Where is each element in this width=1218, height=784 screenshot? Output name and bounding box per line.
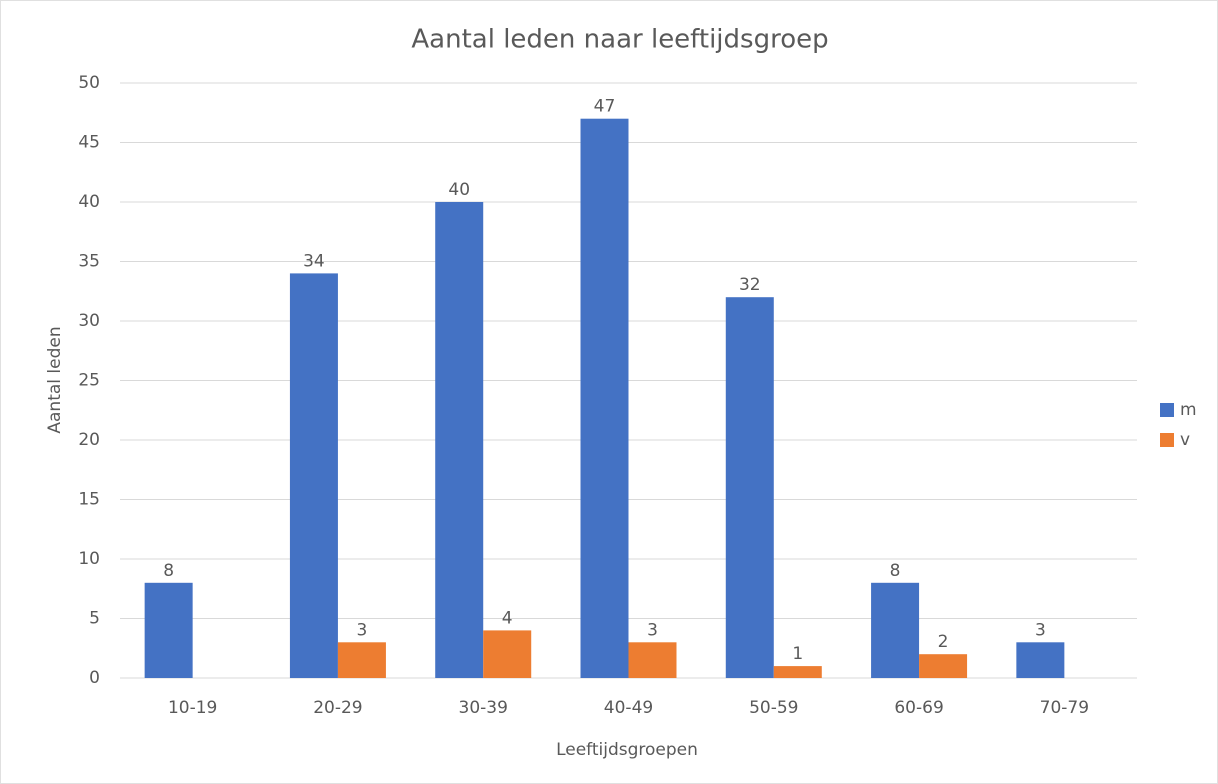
data-label: 1 xyxy=(792,644,803,664)
chart-title: Aantal leden naar leeftijdsgroep xyxy=(411,25,828,55)
data-label: 40 xyxy=(448,180,470,200)
y-tick-label: 50 xyxy=(78,73,100,93)
y-tick-label: 0 xyxy=(89,668,100,688)
legend-swatch xyxy=(1160,403,1174,417)
y-tick-label: 15 xyxy=(78,490,100,510)
y-tick-label: 40 xyxy=(78,192,100,212)
data-label: 8 xyxy=(163,561,174,581)
data-label: 34 xyxy=(303,251,325,271)
x-tick-label: 30-39 xyxy=(459,698,508,718)
y-tick-label: 35 xyxy=(78,252,100,272)
bar xyxy=(289,273,338,678)
bar xyxy=(919,654,968,678)
data-label: 32 xyxy=(739,275,761,295)
x-tick-label: 50-59 xyxy=(749,698,798,718)
data-label: 47 xyxy=(594,97,616,117)
y-tick-label: 45 xyxy=(78,133,100,153)
bar xyxy=(144,582,193,678)
x-tick-label: 40-49 xyxy=(604,698,653,718)
bar xyxy=(773,666,822,678)
y-tick-label: 30 xyxy=(78,311,100,331)
y-tick-label: 25 xyxy=(78,371,100,391)
bar xyxy=(725,297,774,678)
x-tick-label: 10-19 xyxy=(168,698,217,718)
data-label: 3 xyxy=(1035,620,1046,640)
data-label: 4 xyxy=(502,608,513,628)
data-label: 2 xyxy=(938,632,949,652)
bar xyxy=(871,582,920,678)
bar xyxy=(628,642,677,678)
data-label: 3 xyxy=(357,620,368,640)
legend-label: v xyxy=(1180,430,1190,450)
legend-swatch xyxy=(1160,433,1174,447)
y-tick-label: 20 xyxy=(78,430,100,450)
x-axis-title: Leeftijdsgroepen xyxy=(556,740,698,760)
y-tick-label: 10 xyxy=(78,549,100,569)
legend-label: m xyxy=(1180,400,1197,420)
y-tick-label: 5 xyxy=(89,609,100,629)
bar xyxy=(337,642,386,678)
bar xyxy=(1016,642,1065,678)
x-tick-label: 70-79 xyxy=(1040,698,1089,718)
x-tick-label: 60-69 xyxy=(894,698,943,718)
x-tick-label: 20-29 xyxy=(313,698,362,718)
y-axis-title: Aantal leden xyxy=(45,326,65,433)
bar xyxy=(435,202,484,678)
data-label: 3 xyxy=(647,620,658,640)
bar xyxy=(483,630,532,678)
bar xyxy=(580,118,629,678)
data-label: 8 xyxy=(890,561,901,581)
